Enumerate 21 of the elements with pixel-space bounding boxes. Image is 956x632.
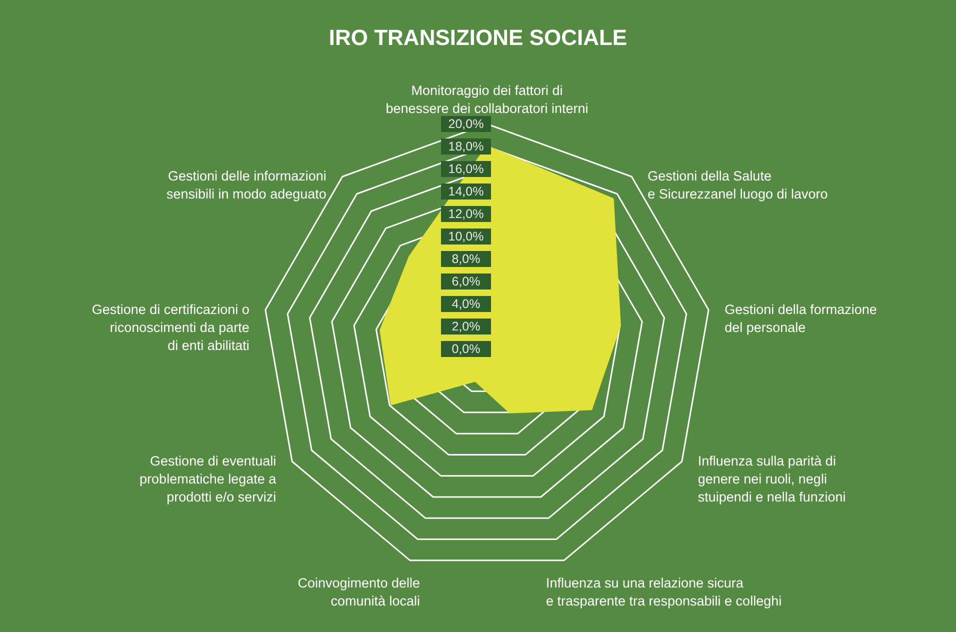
spoke-label: Gestioni della formazione del personale bbox=[724, 302, 877, 335]
y-tick-label: 6,0% bbox=[452, 274, 480, 288]
spoke-label: Influenza su una relazione sicura e trasparente tra responsabili e colleghi bbox=[546, 575, 782, 608]
spoke-label: Gestione di certificazioni o riconoscimenti da parte di enti abilitati bbox=[92, 302, 250, 353]
spoke-label: Monitoraggio dei fattori di benessere dei collaboratori interni bbox=[386, 83, 588, 116]
spoke-label: Coinvogimento delle comunità locali bbox=[298, 575, 420, 608]
y-tick-label: 4,0% bbox=[452, 297, 480, 311]
spoke-label: Influenza sulla parità di genere nei ruoli, negli stuipendi e nella funzioni bbox=[698, 454, 846, 504]
y-tick-label: 0,0% bbox=[452, 342, 480, 356]
y-tick-label: 2,0% bbox=[452, 320, 480, 334]
spoke-label: Gestioni delle informazioni sensibili in modo adeguato bbox=[166, 168, 326, 202]
y-tick-label: 8,0% bbox=[452, 252, 480, 266]
y-tick-label: 20,0% bbox=[448, 117, 484, 131]
y-tick-label: 12,0% bbox=[448, 207, 484, 221]
chart-title: IRO TRANSIZIONE SOCIALE bbox=[328, 25, 628, 50]
y-tick-label: 16,0% bbox=[448, 162, 484, 176]
y-tick-label: 10,0% bbox=[448, 230, 484, 244]
y-tick-label: 14,0% bbox=[448, 184, 484, 198]
spoke-label: Gestione di eventuali problematiche legate a prodotti e/o servizi bbox=[140, 454, 277, 504]
y-tick-label: 18,0% bbox=[448, 140, 484, 154]
spoke-label: Gestioni della Salute e Sicurezzanel luogo di lavoro bbox=[648, 168, 828, 202]
